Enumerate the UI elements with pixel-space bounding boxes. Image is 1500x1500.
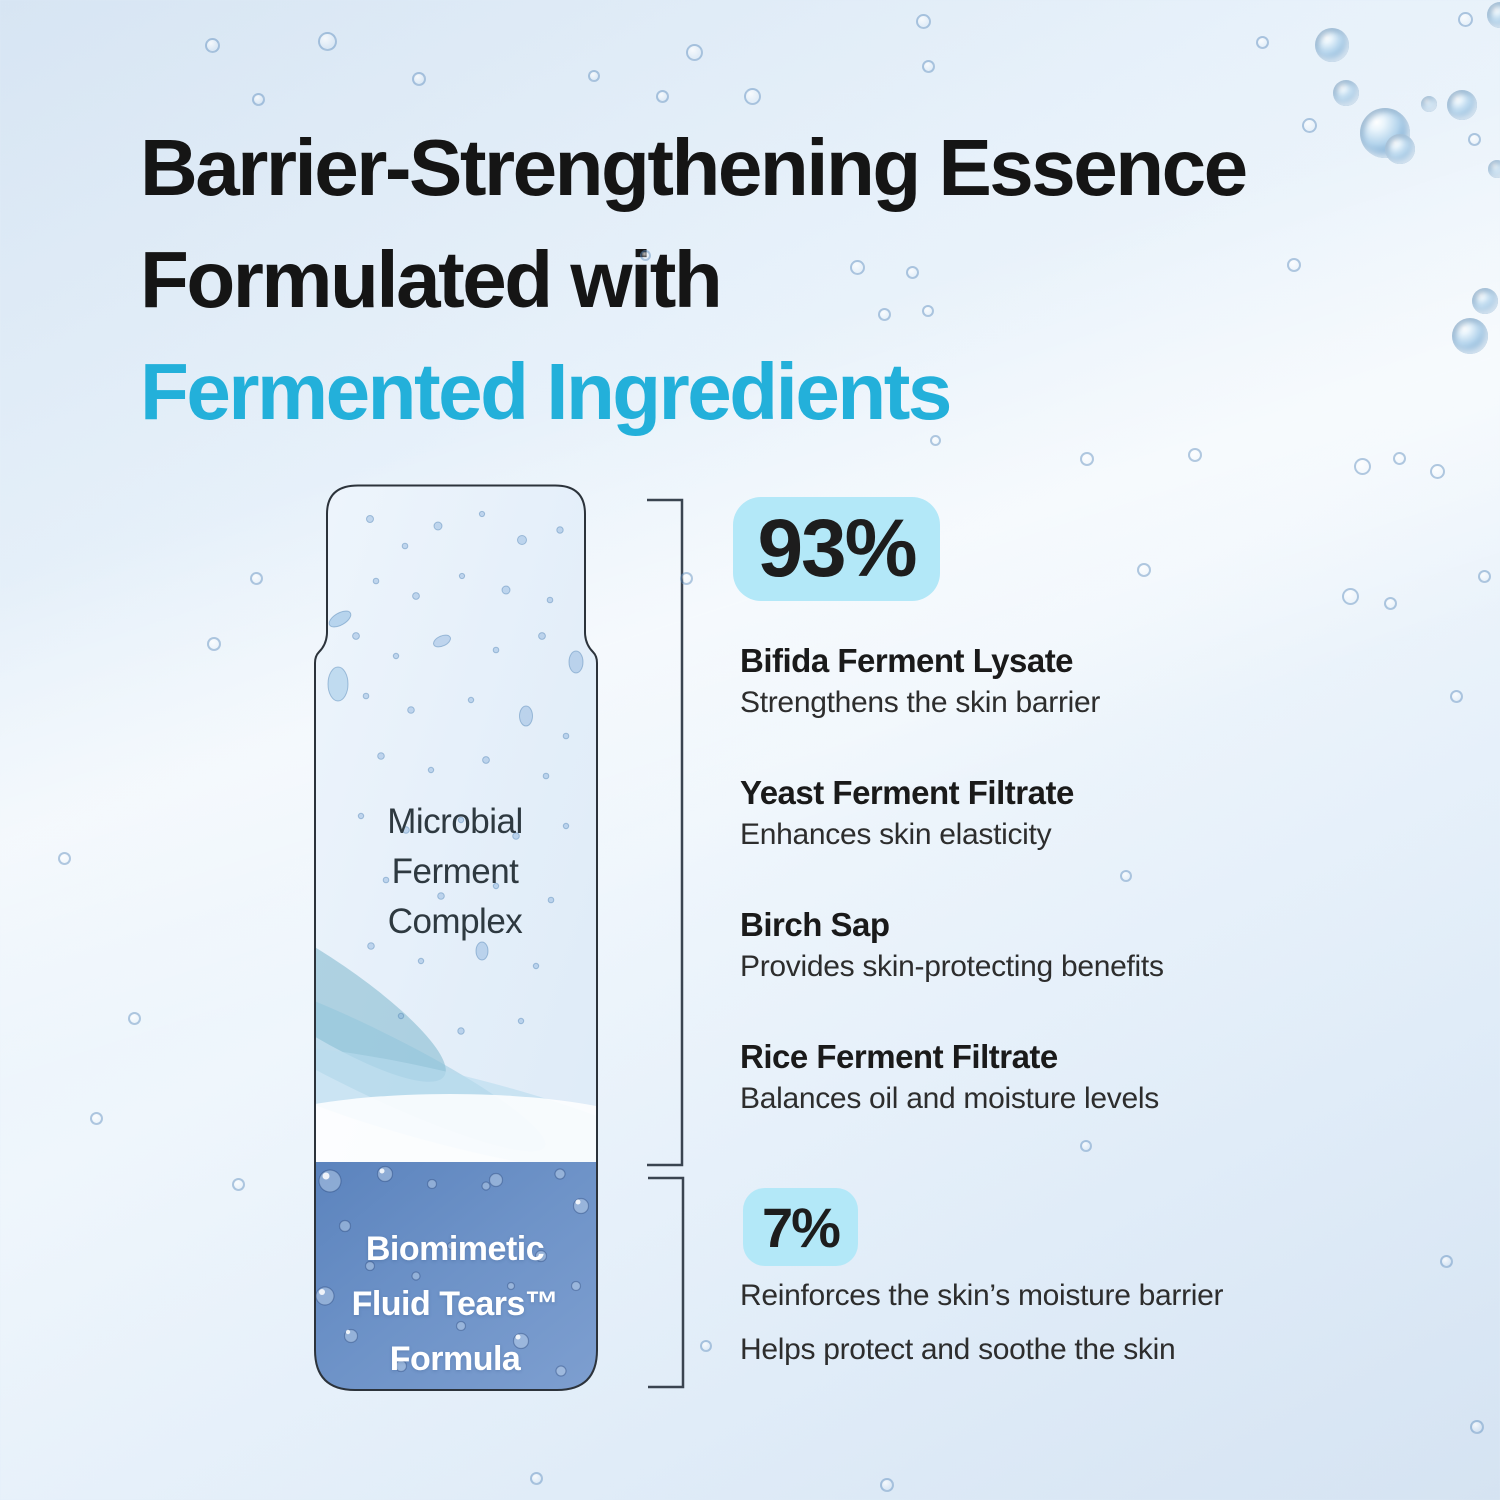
bubble-ring-decoration bbox=[916, 14, 931, 29]
bubble-ring-decoration bbox=[1302, 118, 1317, 133]
ingredient-benefit: Strengthens the skin barrier bbox=[740, 686, 1101, 719]
bubble-ring-decoration bbox=[1450, 690, 1463, 703]
bubble-ring-decoration bbox=[1080, 452, 1094, 466]
bottle-bottom-label-line: Formula bbox=[389, 1340, 521, 1378]
bottle-bottom-label-line: Biomimetic bbox=[365, 1230, 545, 1268]
bubble-ring-decoration bbox=[1470, 1420, 1484, 1434]
bubble-ring-decoration bbox=[744, 88, 761, 105]
bubble-ring-decoration bbox=[850, 260, 865, 275]
bubble-gloss-decoration bbox=[1447, 90, 1477, 120]
bubble-ring-decoration bbox=[1120, 870, 1132, 882]
ingredient-name: Rice Ferment Filtrate bbox=[740, 1038, 1058, 1075]
bubble-ring-decoration bbox=[656, 90, 669, 103]
bubble-gloss-decoration bbox=[1452, 318, 1488, 354]
bubble-ring-decoration bbox=[906, 266, 919, 279]
ingredient-benefit: Balances oil and moisture levels bbox=[740, 1082, 1159, 1115]
bubble-ring-decoration bbox=[1440, 1255, 1453, 1268]
bubble-ring-decoration bbox=[700, 1340, 712, 1352]
bubble-ring-decoration bbox=[1458, 12, 1473, 27]
bubble-ring-decoration bbox=[1188, 448, 1202, 462]
ingredient-item: Bifida Ferment Lysate Strengthens the sk… bbox=[740, 639, 1420, 723]
ingredient-item: Yeast Ferment Filtrate Enhances skin ela… bbox=[740, 771, 1420, 855]
bottle-top-label-line: Ferment bbox=[391, 852, 519, 891]
bubble-ring-decoration bbox=[1384, 597, 1397, 610]
page-title-line2: Formulated with bbox=[140, 235, 723, 324]
bubble-ring-decoration bbox=[318, 32, 337, 51]
bubble-gloss-decoration bbox=[1487, 2, 1500, 28]
bubble-ring-decoration bbox=[250, 572, 263, 585]
bubble-ring-decoration bbox=[207, 637, 221, 651]
bubble-gloss-decoration bbox=[1421, 96, 1437, 112]
percentage-brackets bbox=[647, 498, 685, 1389]
ingredient-name: Bifida Ferment Lysate bbox=[740, 642, 1074, 679]
percent-7-badge: 7% bbox=[743, 1188, 858, 1266]
bubble-ring-decoration bbox=[1256, 36, 1269, 49]
bubble-ring-decoration bbox=[1468, 133, 1481, 146]
bubble-ring-decoration bbox=[252, 93, 265, 106]
bottle-outline bbox=[314, 484, 598, 1391]
bubble-ring-decoration bbox=[880, 1478, 894, 1492]
blue-formula-section bbox=[315, 1162, 597, 1390]
bubble-ring-decoration bbox=[588, 70, 600, 82]
secondary-benefit-list: Reinforces the skin’s moisture barrier H… bbox=[740, 1276, 1440, 1384]
bubble-ring-decoration bbox=[1393, 452, 1406, 465]
bubble-gloss-decoration bbox=[1488, 160, 1500, 178]
ingredient-item: Rice Ferment Filtrate Balances oil and m… bbox=[740, 1035, 1420, 1119]
page-title-line1: Barrier-Strengthening Essence bbox=[140, 123, 1248, 212]
bubble-ring-decoration bbox=[686, 44, 703, 61]
bubble-gloss-decoration bbox=[1315, 28, 1349, 62]
bottle-liquid-texture bbox=[315, 485, 597, 1390]
bottle-bottom-label-line: Fluid Tears™ bbox=[351, 1285, 559, 1323]
bubble-ring-decoration bbox=[878, 308, 891, 321]
secondary-benefit: Reinforces the skin’s moisture barrier bbox=[740, 1279, 1224, 1312]
bubble-ring-decoration bbox=[412, 72, 426, 86]
ingredient-item: Birch Sap Provides skin-protecting benef… bbox=[740, 903, 1420, 987]
bottle-top-label-line: Microbial bbox=[387, 802, 523, 841]
bubble-ring-decoration bbox=[205, 38, 220, 53]
bracket-7 bbox=[648, 1176, 685, 1389]
bubble-ring-decoration bbox=[128, 1012, 141, 1025]
bubble-ring-decoration bbox=[1287, 258, 1301, 272]
bubble-gloss-decoration bbox=[1472, 288, 1498, 314]
bottle-top-label: Microbial Ferment Complex bbox=[310, 797, 600, 947]
bracket-93 bbox=[647, 498, 684, 1167]
bubble-ring-decoration bbox=[640, 250, 651, 261]
ingredient-benefit: Enhances skin elasticity bbox=[740, 818, 1052, 851]
blue-section-bubble-highlights bbox=[319, 1168, 581, 1340]
droplet-specks bbox=[327, 510, 584, 1035]
bubble-gloss-decoration bbox=[1385, 134, 1415, 164]
bubble-gloss-decoration bbox=[1333, 80, 1359, 106]
bubble-ring-decoration bbox=[922, 60, 935, 73]
bubble-ring-decoration bbox=[680, 572, 693, 585]
bubble-ring-decoration bbox=[1137, 563, 1151, 577]
percent-93-badge: 93% bbox=[733, 497, 940, 601]
bottle-top-label-line: Complex bbox=[387, 902, 523, 941]
ingredient-benefit: Provides skin-protecting benefits bbox=[740, 950, 1164, 983]
ingredient-name: Birch Sap bbox=[740, 906, 890, 943]
bubble-ring-decoration bbox=[1478, 570, 1491, 583]
essence-bottle-diagram bbox=[314, 484, 598, 1391]
bubble-ring-decoration bbox=[58, 852, 71, 865]
ingredient-name: Yeast Ferment Filtrate bbox=[740, 774, 1074, 811]
secondary-benefit: Helps protect and soothe the skin bbox=[740, 1333, 1176, 1366]
bubble-ring-decoration bbox=[930, 435, 941, 446]
bubble-ring-decoration bbox=[1080, 1140, 1092, 1152]
bubble-ring-decoration bbox=[90, 1112, 103, 1125]
bubble-ring-decoration bbox=[1354, 458, 1371, 475]
bubble-ring-decoration bbox=[530, 1472, 543, 1485]
bottle-bottom-label: Biomimetic Fluid Tears™ Formula bbox=[310, 1222, 600, 1387]
bubble-ring-decoration bbox=[1342, 588, 1359, 605]
main-ingredient-list: Bifida Ferment Lysate Strengthens the sk… bbox=[740, 639, 1420, 1167]
bubble-ring-decoration bbox=[922, 305, 934, 317]
bubble-ring-decoration bbox=[232, 1178, 245, 1191]
bubble-ring-decoration bbox=[1430, 464, 1445, 479]
page-title-line3-accent: Fermented Ingredients bbox=[140, 347, 952, 436]
